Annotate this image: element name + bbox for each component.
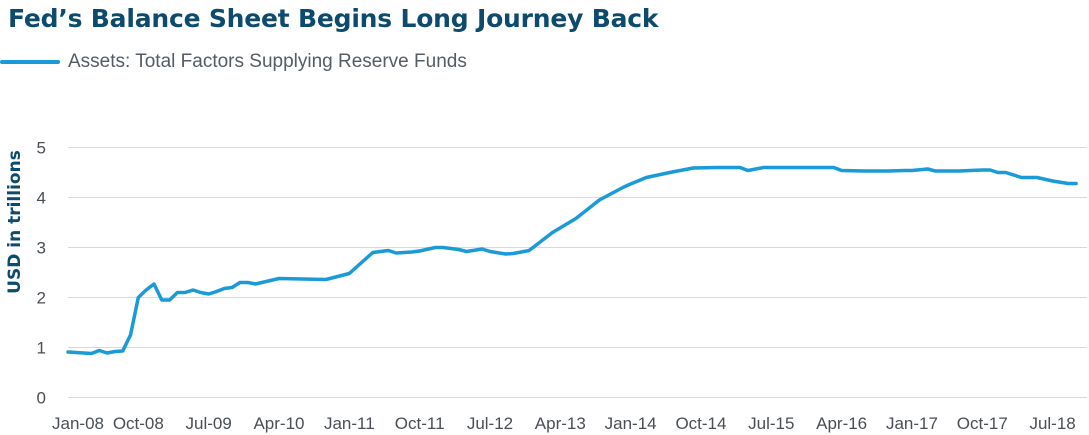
series-line-0 xyxy=(66,165,1078,356)
x-tick-label: Jul-18 xyxy=(1029,414,1075,433)
legend-swatch xyxy=(0,60,60,64)
y-axis-title: USD in trillions xyxy=(5,150,25,294)
x-tick-label: Jul-15 xyxy=(748,414,794,433)
x-tick-label: Jul-12 xyxy=(467,414,513,433)
x-tick-label: Apr-16 xyxy=(816,414,867,433)
y-axis-ticks: 0 1 2 3 4 5 xyxy=(37,139,46,408)
x-tick-label: Jan-17 xyxy=(886,414,938,433)
x-tick-label: Oct-11 xyxy=(395,414,445,433)
gridlines xyxy=(68,147,1087,398)
x-tick-label: Oct-08 xyxy=(113,414,164,433)
chart-title: Fed’s Balance Sheet Begins Long Journey … xyxy=(8,4,659,33)
legend: Assets: Total Factors Supplying Reserve … xyxy=(0,48,467,76)
x-tick-label: Jan-11 xyxy=(324,414,375,433)
y-tick-label: 4 xyxy=(37,189,46,208)
y-tick-label: 0 xyxy=(37,389,46,408)
x-tick-label: Oct-14 xyxy=(675,414,726,433)
y-tick-label: 2 xyxy=(37,289,46,308)
legend-label: Assets: Total Factors Supplying Reserve … xyxy=(68,51,467,72)
x-axis-ticks: Jan-08 Oct-08 Jul-09 Apr-10 Jan-11 Oct-11 Jul-… xyxy=(52,414,1076,433)
x-tick-label: Apr-13 xyxy=(535,414,586,433)
y-tick-label: 5 xyxy=(37,139,46,158)
series-layer xyxy=(66,165,1078,356)
x-tick-label: Jul-09 xyxy=(186,414,232,433)
y-tick-label: 3 xyxy=(37,239,46,258)
x-tick-label: Jan-14 xyxy=(605,414,657,433)
x-tick-label: Oct-17 xyxy=(957,414,1008,433)
y-tick-label: 1 xyxy=(37,339,46,358)
x-tick-label: Jan-08 xyxy=(52,414,104,433)
x-tick-label: Apr-10 xyxy=(253,414,304,433)
